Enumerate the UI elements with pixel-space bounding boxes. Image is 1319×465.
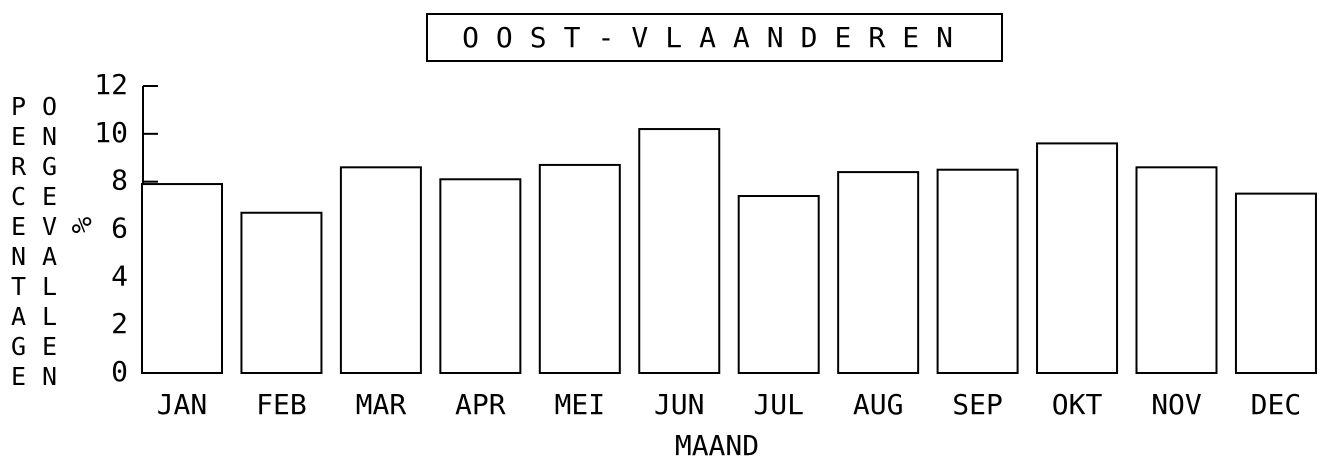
y-tick-label: 0 — [111, 355, 128, 388]
x-tick-label: MEI — [555, 388, 606, 421]
bar — [439, 178, 522, 374]
y-tick-label: 12 — [94, 68, 128, 101]
bar — [1135, 166, 1218, 374]
bar — [339, 166, 422, 374]
y-tick-label: 10 — [94, 116, 128, 149]
title-box — [426, 13, 1003, 62]
y-axis-unit: % — [65, 217, 98, 234]
x-tick-label: DEC — [1251, 388, 1302, 421]
chart-title: OOST-VLAANDEREN — [462, 21, 970, 54]
x-tick-label: NOV — [1151, 388, 1202, 421]
x-tick-label: AUG — [853, 388, 904, 421]
x-axis-label: MAAND — [675, 429, 759, 462]
bar — [141, 183, 223, 374]
y-tick-label: 8 — [111, 164, 128, 197]
y-tick-label: 2 — [111, 307, 128, 340]
y-tick-label: 4 — [111, 259, 128, 292]
y-axis-label: PERCENTAGE — [4, 92, 33, 392]
bar — [837, 171, 920, 374]
x-tick-label: FEB — [256, 388, 307, 421]
x-tick-label: JUN — [654, 388, 705, 421]
y-tick-label: 6 — [111, 212, 128, 245]
x-tick-label: SEP — [952, 388, 1003, 421]
x-tick-label: APR — [455, 388, 506, 421]
bar — [1234, 192, 1317, 374]
bar — [538, 163, 621, 374]
bar — [638, 128, 721, 374]
x-tick-label: MAR — [356, 388, 407, 421]
bar — [936, 168, 1019, 374]
bar — [737, 195, 820, 374]
y-axis-label: ONGEVALLEN — [35, 92, 64, 392]
x-tick-label: JAN — [157, 388, 208, 421]
x-tick-label: OKT — [1052, 388, 1103, 421]
bar — [1036, 142, 1119, 374]
bar — [240, 211, 323, 374]
x-tick-label: JUL — [753, 388, 804, 421]
